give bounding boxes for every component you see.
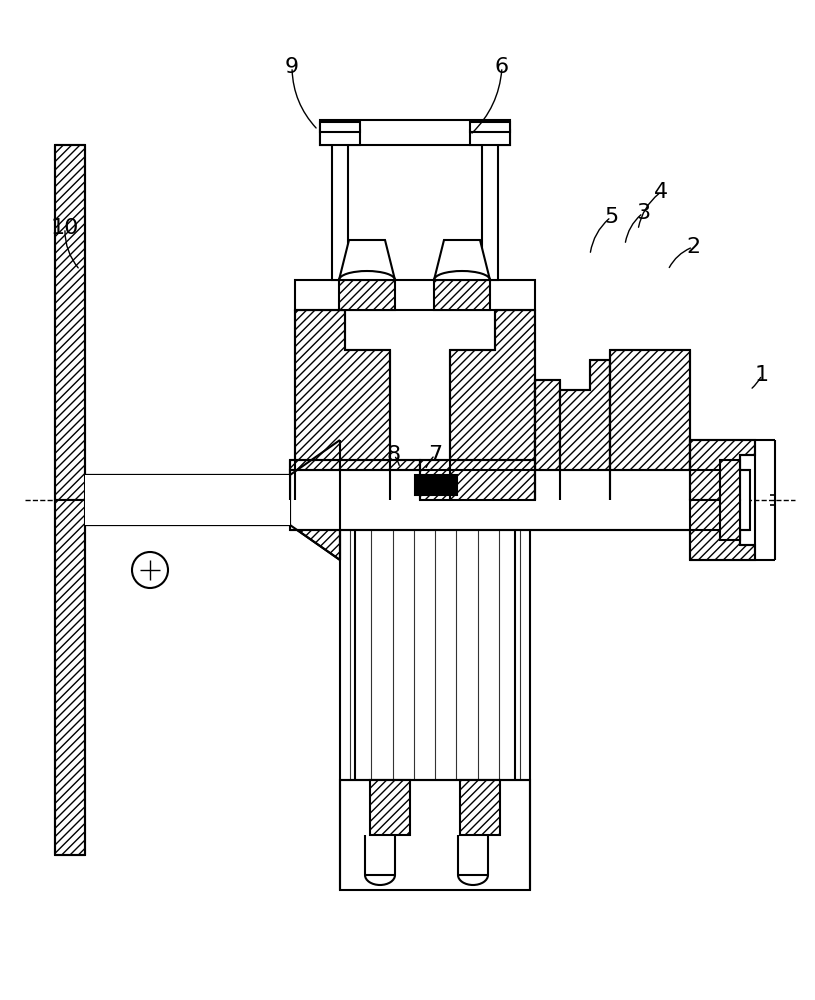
Polygon shape xyxy=(420,460,535,500)
Polygon shape xyxy=(610,350,690,500)
Polygon shape xyxy=(339,280,395,310)
Bar xyxy=(415,475,457,495)
Polygon shape xyxy=(434,280,490,310)
Polygon shape xyxy=(55,500,290,855)
Bar xyxy=(320,122,360,132)
Bar xyxy=(470,130,510,145)
Text: 2: 2 xyxy=(686,237,700,257)
Bar xyxy=(332,140,348,280)
Bar xyxy=(340,780,530,890)
Polygon shape xyxy=(690,500,755,560)
Polygon shape xyxy=(535,380,560,500)
Bar xyxy=(470,122,510,132)
Bar xyxy=(295,280,535,310)
Text: 5: 5 xyxy=(604,207,618,227)
Text: 3: 3 xyxy=(636,203,650,223)
Bar xyxy=(320,120,510,145)
Bar xyxy=(370,780,410,835)
Text: 7: 7 xyxy=(428,445,442,465)
Circle shape xyxy=(132,552,168,588)
Bar xyxy=(482,140,498,280)
Text: 8: 8 xyxy=(387,445,401,465)
Polygon shape xyxy=(339,240,395,280)
Text: 6: 6 xyxy=(495,57,509,77)
Bar xyxy=(460,780,500,835)
Text: 4: 4 xyxy=(654,182,668,202)
Polygon shape xyxy=(690,440,755,500)
Polygon shape xyxy=(55,145,290,500)
Polygon shape xyxy=(290,440,340,500)
Polygon shape xyxy=(295,310,390,500)
Text: 1: 1 xyxy=(755,365,769,385)
Bar xyxy=(320,130,360,145)
Polygon shape xyxy=(290,500,340,560)
Polygon shape xyxy=(434,240,490,280)
Polygon shape xyxy=(720,460,740,540)
Bar xyxy=(290,470,750,530)
Text: 9: 9 xyxy=(285,57,299,77)
Polygon shape xyxy=(450,310,535,500)
Polygon shape xyxy=(560,360,610,500)
Text: 10: 10 xyxy=(51,218,79,238)
Polygon shape xyxy=(290,460,420,500)
Bar xyxy=(85,475,290,525)
